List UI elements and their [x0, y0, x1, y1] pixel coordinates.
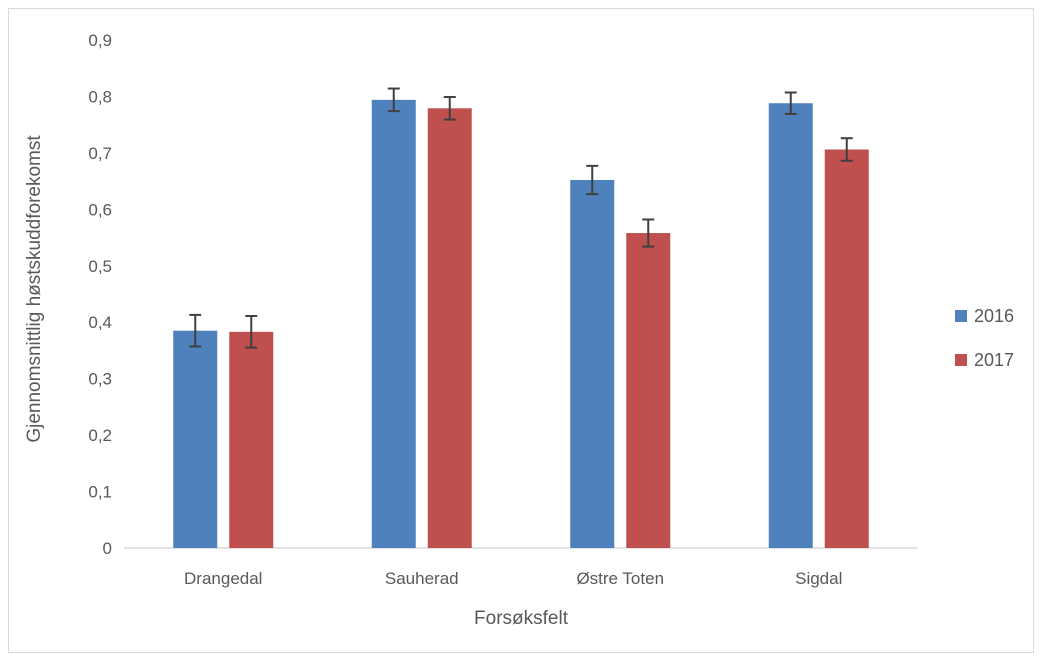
y-tick-label: 0,7	[88, 144, 112, 163]
error-bar	[189, 313, 202, 348]
error-bars	[189, 87, 853, 349]
x-axis-title: Forsøksfelt	[474, 608, 569, 629]
bar-2017-østre-toten	[626, 233, 671, 549]
y-tick-label: 0	[103, 539, 112, 558]
error-bar	[443, 96, 456, 121]
x-tick-label: Drangedal	[184, 569, 262, 588]
error-bar	[387, 87, 400, 113]
x-axis-ticks: Drangedal Sauherad Østre Toten Sigdal	[184, 569, 842, 588]
y-tick-label: 0,3	[88, 370, 112, 389]
y-tick-label: 0,5	[88, 257, 112, 276]
x-tick-label: Østre Toten	[576, 569, 664, 588]
legend-label-2017: 2017	[974, 350, 1014, 370]
legend-label-2016: 2016	[974, 306, 1014, 326]
y-tick-label: 0,2	[88, 426, 112, 445]
bar-2016-østre-toten	[570, 179, 615, 548]
error-bar	[642, 218, 655, 248]
y-tick-label: 0,1	[88, 483, 112, 502]
bar-2017-sauherad	[427, 108, 472, 548]
error-bar	[586, 164, 599, 196]
bar-2017-drangedal	[229, 331, 274, 548]
legend-swatch-2016	[955, 310, 967, 322]
bar-2017-sigdal	[824, 149, 869, 548]
bars	[173, 99, 869, 549]
error-bar	[245, 315, 258, 349]
legend-swatch-2017	[955, 354, 967, 366]
y-axis-title: Gjennomsnittlig høstskuddforekomst	[24, 135, 45, 443]
y-axis-ticks: 0 0,1 0,2 0,3 0,4 0,5 0,6 0,7 0,8 0,9	[88, 31, 112, 558]
bar-2016-drangedal	[173, 330, 218, 548]
y-tick-label: 0,8	[88, 87, 112, 106]
bar-2016-sauherad	[371, 99, 416, 548]
x-tick-label: Sauherad	[385, 569, 459, 588]
y-tick-label: 0,4	[88, 313, 112, 332]
legend: 2016 2017	[955, 306, 1014, 370]
error-bar	[840, 137, 853, 162]
error-bar	[784, 91, 797, 115]
x-tick-label: Sigdal	[795, 569, 842, 588]
y-tick-label: 0,6	[88, 200, 112, 219]
y-tick-label: 0,9	[88, 31, 112, 50]
bar-2016-sigdal	[768, 103, 813, 549]
